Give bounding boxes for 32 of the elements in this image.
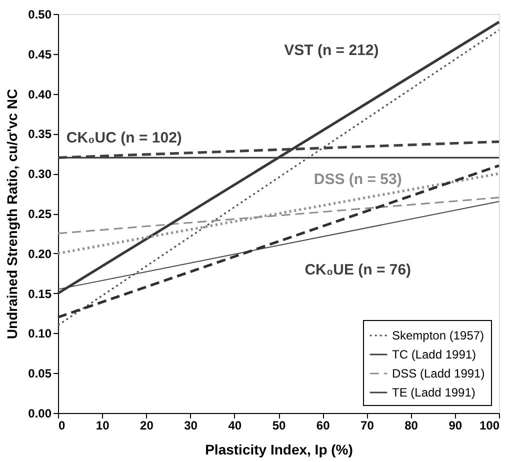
y-tick-label: 0.10 <box>28 326 52 341</box>
y-tick-label: 0.30 <box>28 167 52 182</box>
annotation: DSS (n = 53) <box>314 171 402 188</box>
x-tick-label: 80 <box>404 418 418 432</box>
y-tick-label: 0.35 <box>28 127 52 142</box>
x-tick-label: 60 <box>316 418 330 432</box>
x-tick-label: 10 <box>96 418 110 432</box>
x-tick-label: 20 <box>140 418 154 432</box>
x-tick-label: 40 <box>228 418 242 432</box>
y-tick-label: 0.45 <box>28 47 52 62</box>
x-tick-label: 0 <box>58 418 66 432</box>
x-tick-label: 50 <box>272 418 286 432</box>
legend-label: Skempton (1957) <box>392 328 484 342</box>
y-tick-label: 0.05 <box>28 366 52 381</box>
annotation: CK₀UE (n = 76) <box>304 261 412 278</box>
x-tick-label: 100 <box>479 418 500 432</box>
x-axis-title: Plasticity Index, Ip (%) <box>205 442 353 458</box>
annotation: CK₀UC (n = 102) <box>66 130 182 147</box>
legend-label: TC (Ladd 1991) <box>392 348 476 362</box>
x-tick-label: 70 <box>360 418 374 432</box>
annotation: VST (n = 212) <box>284 42 379 59</box>
y-axis-title: Undrained Strength Ratio, cu/σ'vc NC <box>4 88 20 340</box>
y-tick-label: 0.25 <box>28 207 52 221</box>
y-tick-label: 0.20 <box>28 246 52 261</box>
y-tick-label: 0.50 <box>28 8 52 22</box>
x-tick-label: 90 <box>448 418 462 432</box>
x-tick-label: 30 <box>184 418 198 432</box>
y-tick-label: 0.15 <box>28 286 52 301</box>
legend-label: DSS (Ladd 1991) <box>392 366 485 380</box>
legend-label: TE (Ladd 1991) <box>392 386 476 400</box>
y-tick-label: 0.00 <box>28 406 52 420</box>
y-tick-label: 0.40 <box>28 87 52 102</box>
